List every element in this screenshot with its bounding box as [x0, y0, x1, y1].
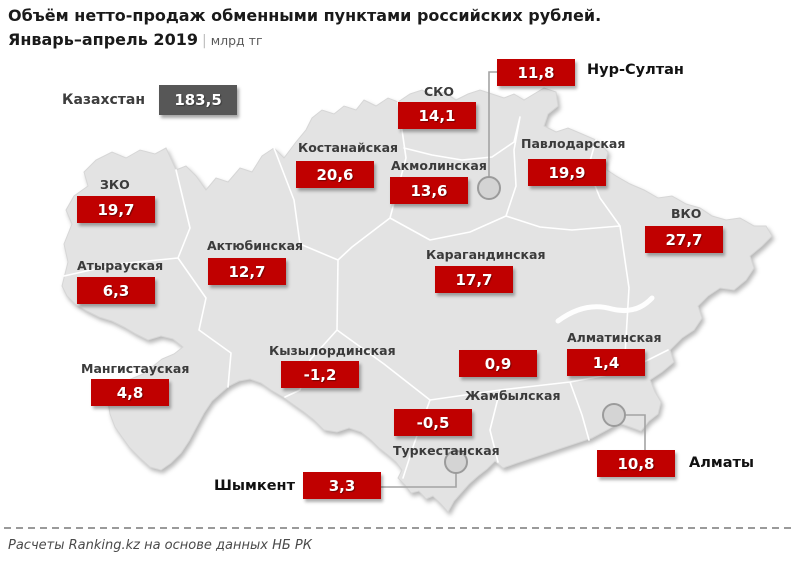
value-box-almaty: 10,8	[597, 450, 675, 477]
region-label-turkestanskaya: Туркестанская	[393, 443, 500, 458]
region-label-karagandinskaya: Карагандинская	[426, 247, 546, 262]
city-label-almaty: Алматы	[689, 455, 754, 471]
subtitle-period: Январь–апрель 2019	[8, 30, 198, 49]
value-box-aktyubinskaya: 12,7	[208, 258, 286, 285]
region-label-kyzylordinskaya: Кызылординская	[269, 343, 396, 358]
city-label-nur-sultan: Нур-Султан	[587, 62, 684, 78]
footer-divider	[4, 527, 795, 529]
value-box-karagandinskaya: 17,7	[435, 266, 513, 293]
connector-almaty	[625, 414, 646, 450]
region-label-aktyubinskaya: Актюбинская	[207, 238, 304, 253]
value-box-pavlodarskaya: 19,9	[528, 159, 606, 186]
country-total-label: Казахстан	[62, 92, 146, 108]
city-marker-nur-sultan	[477, 176, 501, 200]
region-label-atyrauskaya: Атырауская	[77, 258, 164, 273]
value-box-zko: 19,7	[77, 196, 155, 223]
value-box-sko: 14,1	[398, 102, 476, 129]
region-label-sko: СКО	[424, 84, 455, 99]
value-box-turkestanskaya: -0,5	[394, 409, 472, 436]
city-marker-shymkent	[444, 450, 468, 474]
value-box-almatinskaya: 1,4	[567, 349, 645, 376]
region-label-kostanayskaya: Костанайская	[298, 140, 399, 155]
region-label-zhambylskaya: Жамбылская	[465, 388, 561, 403]
region-label-almatinskaya: Алматинская	[567, 330, 662, 345]
value-box-mangistauskaya: 4,8	[91, 379, 169, 406]
value-box-shymkent: 3,3	[303, 472, 381, 499]
lake-balkhash	[555, 295, 655, 324]
country-total-value: 183,5	[159, 85, 238, 115]
value-box-kostanayskaya: 20,6	[296, 161, 374, 188]
subtitle-unit: млрд тг	[210, 33, 263, 48]
value-box-kyzylordinskaya: -1,2	[281, 361, 359, 388]
city-label-shymkent: Шымкент	[214, 478, 295, 494]
country-shape	[61, 87, 773, 513]
value-box-vko: 27,7	[645, 226, 723, 253]
value-box-atyrauskaya: 6,3	[77, 277, 155, 304]
region-label-zko: ЗКО	[100, 177, 130, 192]
region-label-akmolinskaya: Акмолинская	[391, 158, 487, 173]
value-box-zhambylskaya: 0,9	[459, 350, 537, 377]
value-box-nur-sultan: 11,8	[497, 59, 575, 86]
value-box-akmolinskaya: 13,6	[390, 177, 468, 204]
page-title: Объём нетто-продаж обменными пунктами ро…	[8, 6, 602, 25]
country-outline	[61, 87, 773, 513]
connector-nur-sultan	[488, 71, 497, 177]
page-subtitle: Январь–апрель 2019 | млрд тг	[8, 30, 263, 49]
source-credit: Расчеты Ranking.kz на основе данных НБ Р…	[8, 538, 312, 553]
subtitle-separator: |	[201, 33, 207, 49]
city-marker-almaty	[602, 403, 626, 427]
region-label-pavlodarskaya: Павлодарская	[521, 136, 626, 151]
region-label-mangistauskaya: Мангистауская	[81, 361, 190, 376]
country-total: Казахстан 183,5	[62, 85, 238, 115]
region-label-vko: ВКО	[671, 206, 702, 221]
connector-shymkent	[381, 473, 457, 488]
